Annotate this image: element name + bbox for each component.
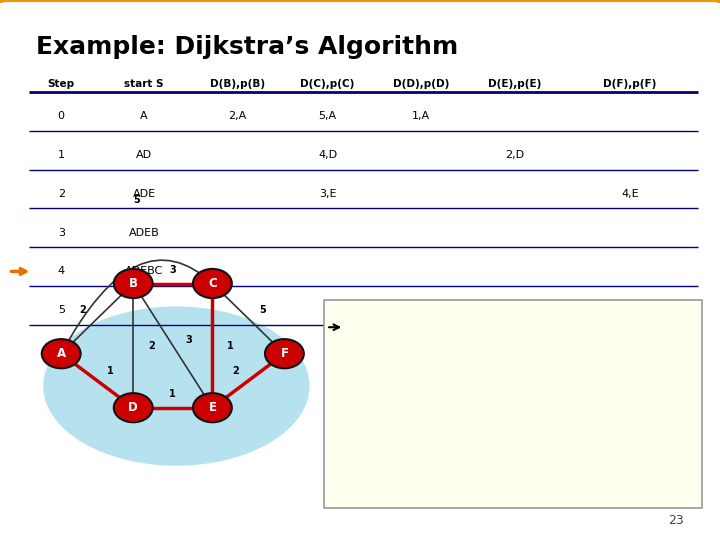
Text: E: E — [208, 401, 217, 414]
Text: 10   add w to S;: 10 add w to S; — [348, 364, 424, 374]
Text: 11   update D(v) for all v adjacent: 11 update D(v) for all v adjacent — [348, 386, 513, 395]
Text: ...: ... — [348, 301, 357, 311]
Text: 2: 2 — [58, 188, 65, 199]
Text: 3,E: 3,E — [319, 188, 336, 199]
Text: 5: 5 — [259, 305, 266, 315]
Text: 2: 2 — [79, 305, 86, 315]
FancyBboxPatch shape — [324, 300, 702, 508]
Circle shape — [265, 339, 304, 368]
Text: 23: 23 — [668, 514, 684, 526]
Text: D(D),p(D): D(D),p(D) — [393, 79, 449, 89]
Text: F: F — [280, 347, 289, 360]
Text: 1: 1 — [58, 150, 65, 160]
Ellipse shape — [43, 307, 310, 465]
Text: 4,D: 4,D — [318, 150, 337, 160]
Text: 2,D: 2,D — [505, 150, 524, 160]
Text: 5: 5 — [58, 305, 65, 315]
Circle shape — [193, 269, 232, 298]
Text: 14   until all nodes in S;: 14 until all nodes in S; — [348, 470, 478, 480]
Text: 4: 4 — [58, 266, 65, 276]
Text: D(E),p(E): D(E),p(E) — [488, 79, 541, 89]
Text: B: B — [129, 277, 138, 290]
Text: Example: Dijkstra’s Algorithm: Example: Dijkstra’s Algorithm — [36, 35, 458, 59]
Circle shape — [114, 269, 153, 298]
Text: 4,E: 4,E — [621, 188, 639, 199]
Text: 8   Loop: 8 Loop — [348, 322, 392, 332]
Text: D(C),p(C): D(C),p(C) — [300, 79, 355, 89]
Text: 2,A: 2,A — [228, 111, 247, 121]
Text: 1: 1 — [227, 341, 234, 350]
Circle shape — [42, 339, 81, 368]
Text: ADE: ADE — [132, 188, 156, 199]
Text: D(F),p(F): D(F),p(F) — [603, 79, 657, 89]
Text: 1,A: 1,A — [412, 111, 431, 121]
Text: •    If D(w) + c(w,v) < D(v) then: • If D(w) + c(w,v) < D(v) then — [348, 428, 504, 437]
Text: Step: Step — [48, 79, 75, 89]
Text: AD: AD — [136, 150, 152, 160]
Text: 2: 2 — [148, 341, 155, 350]
Text: 3: 3 — [58, 227, 65, 238]
Text: └: └ — [329, 468, 336, 481]
Text: A: A — [57, 347, 66, 360]
Text: 0: 0 — [58, 111, 65, 121]
Text: 5,A: 5,A — [318, 111, 337, 121]
Text: 3: 3 — [169, 265, 176, 275]
Text: to w and not in S:: to w and not in S: — [348, 407, 459, 416]
Text: D(B),p(B): D(B),p(B) — [210, 79, 265, 89]
Text: 9      find w not in S s.t. D(w) is a minimum;: 9 find w not in S s.t. D(w) is a minimum… — [348, 343, 560, 353]
Text: ADEBC: ADEBC — [125, 266, 163, 276]
Text: 2: 2 — [233, 366, 239, 376]
Text: C: C — [208, 277, 217, 290]
Text: D: D — [128, 401, 138, 414]
Text: A: A — [140, 111, 148, 121]
Text: 1: 1 — [107, 366, 113, 376]
Text: 3: 3 — [186, 335, 192, 345]
Circle shape — [114, 393, 153, 422]
Text: ADEB: ADEB — [129, 227, 159, 238]
Text: 5: 5 — [133, 195, 140, 205]
Text: start S: start S — [125, 79, 163, 89]
Circle shape — [193, 393, 232, 422]
Text: 1: 1 — [169, 389, 176, 399]
Text: •        D(v) = D(w) + c(w,v); p(v) = w;: • D(v) = D(w) + c(w,v); p(v) = w; — [348, 449, 533, 458]
